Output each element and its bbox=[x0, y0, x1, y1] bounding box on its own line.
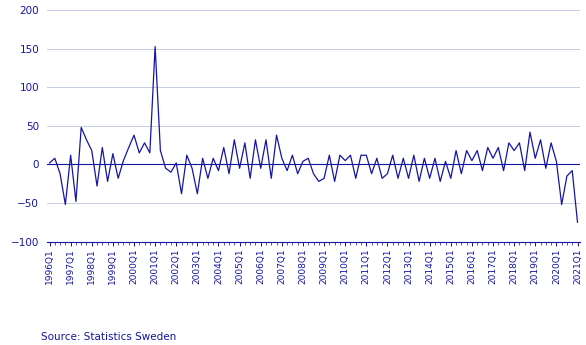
Text: Source: Statistics Sweden: Source: Statistics Sweden bbox=[41, 332, 176, 342]
